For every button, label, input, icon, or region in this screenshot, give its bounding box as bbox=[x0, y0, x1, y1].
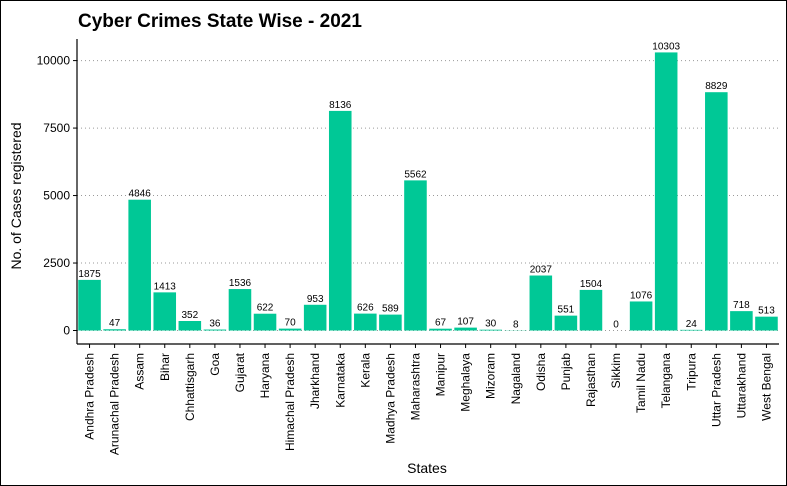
bar bbox=[78, 279, 101, 331]
bar bbox=[429, 328, 452, 331]
x-tick-label: Tamil Nadu bbox=[634, 353, 648, 413]
data-label: 622 bbox=[257, 303, 274, 314]
bar bbox=[128, 199, 151, 331]
x-tick-label: Nagaland bbox=[509, 353, 523, 404]
bar bbox=[454, 327, 477, 331]
data-label: 10303 bbox=[652, 41, 680, 52]
data-label: 718 bbox=[733, 300, 750, 311]
chart-title: Cyber Crimes State Wise - 2021 bbox=[78, 11, 362, 32]
bar bbox=[479, 329, 502, 331]
bar bbox=[178, 321, 202, 331]
data-label: 36 bbox=[209, 319, 221, 330]
y-tick-label: 10000 bbox=[37, 54, 71, 68]
bar bbox=[654, 52, 678, 331]
x-tick-label: Uttar Pradesh bbox=[709, 353, 723, 427]
x-tick-label: Arunachal Pradesh bbox=[108, 353, 122, 455]
bar bbox=[354, 313, 377, 331]
bar bbox=[404, 180, 427, 331]
data-labels: 1875 47 4846 1413 352 36 1536 622 70 953 8136 626 58… bbox=[78, 41, 775, 330]
x-tick-label: Kerala bbox=[358, 353, 372, 388]
bar bbox=[529, 275, 553, 331]
data-label: 70 bbox=[285, 318, 297, 329]
bar bbox=[755, 316, 778, 331]
bar bbox=[679, 329, 703, 331]
x-tick-label: Andhra Pradesh bbox=[83, 353, 97, 440]
data-label: 1504 bbox=[580, 279, 603, 290]
data-label: 1875 bbox=[78, 269, 101, 280]
y-tick-labels: 0 2500 5000 7500 10000 bbox=[37, 54, 71, 338]
x-tick-label: Meghalaya bbox=[459, 353, 473, 412]
bar bbox=[278, 328, 302, 331]
x-tick-label: Telangana bbox=[659, 353, 673, 409]
bar bbox=[328, 110, 352, 331]
x-tick-label: Haryana bbox=[258, 353, 272, 399]
bar bbox=[730, 311, 753, 331]
bars bbox=[78, 52, 778, 331]
bar bbox=[153, 292, 177, 331]
bar bbox=[253, 313, 277, 331]
data-label: 107 bbox=[457, 317, 474, 328]
y-tick-label: 7500 bbox=[43, 121, 70, 135]
axes bbox=[73, 39, 779, 348]
bar bbox=[629, 301, 653, 331]
y-tick-label: 2500 bbox=[43, 256, 70, 270]
x-axis-label: States bbox=[407, 460, 447, 476]
x-tick-label: Goa bbox=[208, 353, 222, 376]
data-label: 0 bbox=[613, 320, 619, 331]
data-label: 589 bbox=[382, 304, 399, 315]
x-tick-label: Rajasthan bbox=[584, 353, 598, 407]
data-label: 1536 bbox=[229, 278, 252, 289]
bar bbox=[228, 289, 252, 331]
data-label: 67 bbox=[435, 318, 447, 329]
bar bbox=[203, 329, 227, 331]
data-label: 8 bbox=[513, 319, 519, 330]
bar bbox=[579, 289, 603, 331]
x-tick-label: Manipur bbox=[434, 353, 448, 396]
x-tick-label: Punjab bbox=[559, 353, 573, 391]
data-label: 551 bbox=[558, 305, 575, 316]
x-tick-label: Sikkim bbox=[609, 353, 623, 388]
data-label: 2037 bbox=[530, 265, 553, 276]
y-tick-label: 0 bbox=[63, 324, 70, 338]
data-label: 30 bbox=[485, 319, 497, 330]
bar bbox=[554, 315, 578, 331]
x-tick-label: Mizoram bbox=[484, 353, 498, 399]
x-tick-label: Karnataka bbox=[333, 353, 347, 408]
data-label: 47 bbox=[109, 318, 121, 329]
x-tick-label: Madhya Pradesh bbox=[383, 353, 397, 444]
data-label: 8829 bbox=[705, 81, 728, 92]
data-label: 1413 bbox=[154, 281, 177, 292]
data-label: 352 bbox=[181, 310, 198, 321]
y-axis-label: No. of Cases registered bbox=[8, 122, 24, 269]
x-tick-labels: Andhra Pradesh Arunachal Pradesh Assam Biha… bbox=[83, 352, 774, 455]
x-tick-label: Bihar bbox=[158, 353, 172, 381]
data-label: 953 bbox=[307, 294, 324, 305]
x-tick-label: Uttarakhand bbox=[734, 353, 748, 418]
x-tick-label: Odisha bbox=[534, 353, 548, 391]
x-tick-label: Maharashtra bbox=[408, 353, 422, 421]
x-tick-label: Himachal Pradesh bbox=[283, 353, 297, 451]
data-label: 5562 bbox=[404, 169, 427, 180]
x-tick-label: Jharkhand bbox=[308, 353, 322, 409]
bar bbox=[103, 329, 126, 331]
bar bbox=[379, 314, 402, 331]
x-tick-label: Assam bbox=[133, 353, 147, 390]
data-label: 24 bbox=[686, 319, 698, 330]
data-label: 513 bbox=[758, 306, 775, 317]
bar bbox=[303, 304, 327, 331]
y-tick-label: 5000 bbox=[43, 189, 70, 203]
x-tick-label: West Bengal bbox=[759, 353, 773, 421]
bar bbox=[705, 92, 728, 331]
x-tick-label: Tripura bbox=[684, 353, 698, 391]
data-label: 8136 bbox=[329, 100, 352, 111]
data-label: 626 bbox=[357, 303, 374, 314]
x-tick-label: Chhattisgarh bbox=[183, 353, 197, 421]
data-label: 4846 bbox=[129, 189, 152, 200]
data-label: 1076 bbox=[630, 290, 653, 301]
x-tick-label: Gujarat bbox=[233, 352, 247, 392]
